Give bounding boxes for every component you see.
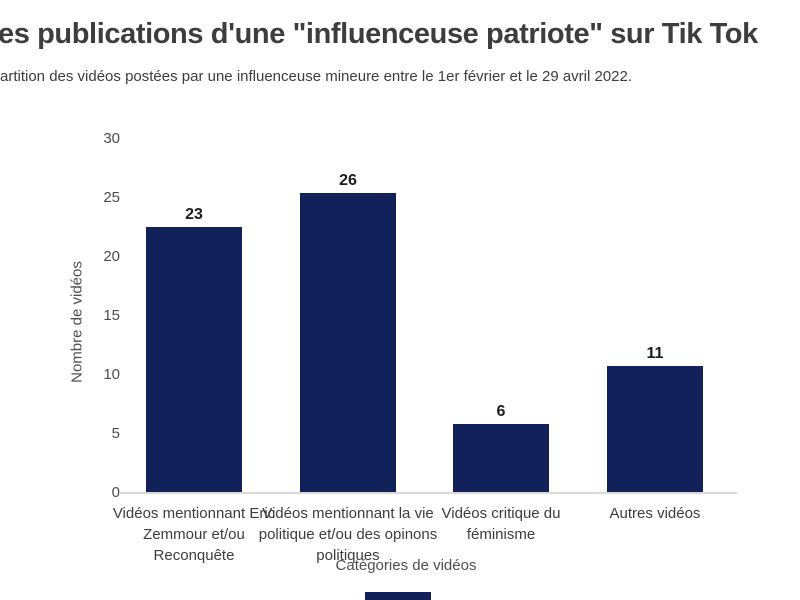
category-label-1: Vidéos mentionnant Eric Zemmour et/ou Re…	[112, 505, 276, 564]
bar-3	[453, 423, 549, 493]
x-axis-title: Catégories de vidéos	[335, 557, 477, 574]
y-tick-25: 25	[103, 189, 120, 206]
bar-1	[146, 227, 242, 493]
y-tick-5: 5	[111, 425, 120, 442]
bar-value-label-1: 23	[185, 206, 203, 224]
bar-value-label-4: 11	[646, 344, 664, 362]
category-label-3: Vidéos critique du féminisme	[441, 505, 561, 543]
bar-value-label-2: 26	[339, 171, 357, 189]
bar-value-label-3: 6	[496, 402, 506, 420]
category-label-2: Vidéos mentionnant la vie politique et/o…	[258, 505, 438, 564]
y-tick-20: 20	[103, 248, 120, 265]
category-label-4: Autres vidéos	[609, 505, 701, 522]
footer-brand-mark[interactable]	[365, 592, 431, 600]
bar-4	[607, 365, 703, 493]
y-tick-15: 15	[103, 307, 120, 324]
y-tick-30: 30	[103, 130, 120, 147]
y-tick-0: 0	[111, 484, 120, 501]
chart-subtitle: artition des vidéos postées par une infl…	[0, 68, 633, 85]
bar-2	[300, 192, 396, 493]
x-axis-line	[119, 492, 737, 494]
y-tick-10: 10	[103, 366, 120, 383]
chart-title: es publications d'une "influenceuse patr…	[0, 18, 758, 50]
